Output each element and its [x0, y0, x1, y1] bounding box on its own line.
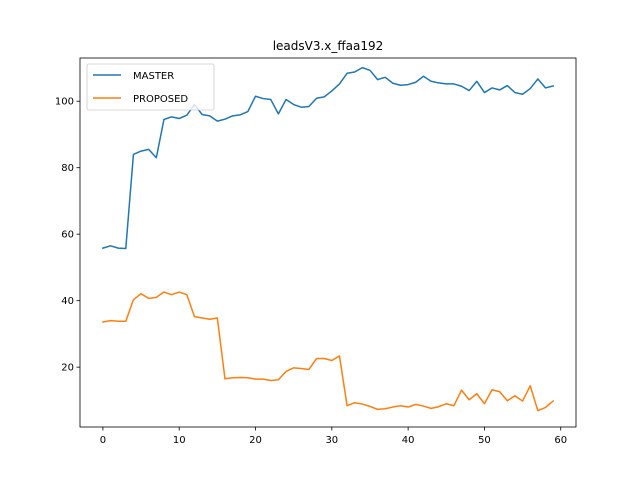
legend-label: MASTER [133, 71, 174, 82]
x-tick-label: 20 [249, 435, 262, 446]
series-layer [101, 66, 555, 412]
series-line-proposed [102, 291, 555, 412]
series-line-master [101, 66, 555, 250]
y-tick-label: 100 [55, 97, 74, 108]
chart-title: leadsV3.x_ffaa192 [273, 39, 384, 53]
y-tick-label: 60 [61, 230, 74, 241]
legend: MASTER PROPOSED [86, 63, 215, 111]
y-tick-label: 20 [61, 363, 74, 374]
y-axis: 20 40 60 80 100 [55, 97, 80, 374]
x-tick-label: 0 [100, 435, 106, 446]
x-tick-label: 60 [554, 435, 567, 446]
legend-label: PROPOSED [133, 94, 188, 105]
x-tick-label: 30 [325, 435, 338, 446]
x-tick-label: 10 [173, 435, 186, 446]
plot-frame [79, 57, 577, 428]
x-tick-label: 50 [478, 435, 491, 446]
y-tick-label: 80 [61, 163, 74, 174]
x-tick-label: 40 [402, 435, 415, 446]
x-axis: 0 10 20 30 40 50 60 [100, 427, 567, 446]
plot-area [79, 57, 577, 428]
y-tick-label: 40 [61, 296, 74, 307]
